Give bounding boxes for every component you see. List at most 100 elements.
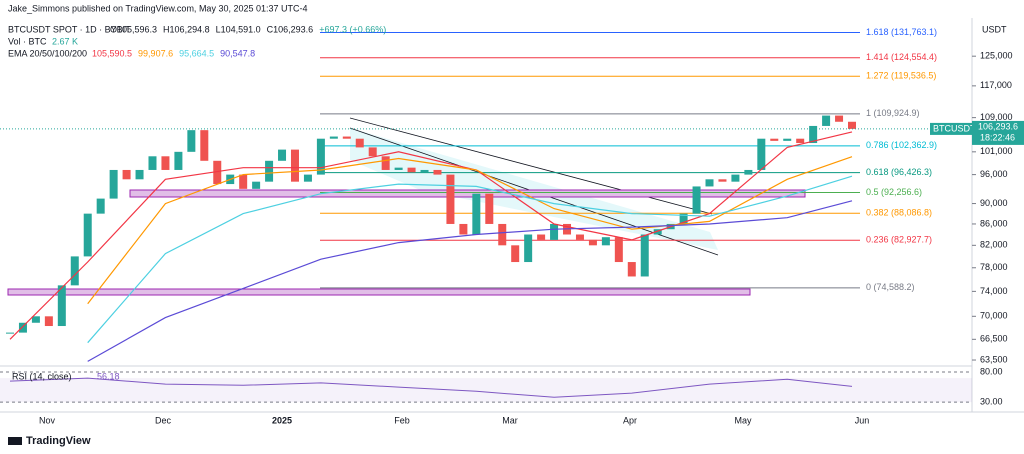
candle [148,156,157,170]
candle [822,115,831,126]
y-tick-label: 70,000 [980,311,1008,321]
ema-title: EMA 20/50/100/200 [8,48,87,58]
candle [705,179,714,187]
candle [537,234,546,240]
brand-logo [8,437,22,445]
candle [44,316,53,327]
y-tick-label: 125,000 [980,51,1013,61]
fib-label: 0.786 (102,362.9) [866,140,937,150]
candle [809,125,818,144]
rsi-band [0,378,972,403]
price-tag [972,120,1024,145]
candle [303,174,312,182]
candle [679,213,688,224]
candle [174,151,183,170]
published: Jake_Simmons published on TradingView.co… [8,3,308,13]
fib-label: 0.382 (88,086.8) [866,208,932,218]
candle [355,138,364,148]
fib-label: 0 (74,588.2) [866,282,915,292]
candle [394,167,403,170]
brand: TradingView [26,435,91,447]
candle [122,169,131,180]
fib-label: 1.618 (131,763.1) [866,27,937,37]
candle [614,237,623,263]
candle [770,138,779,141]
candle [783,138,792,141]
candle [161,156,170,170]
candle [744,169,753,175]
ema-legend: 99,907.6 [138,48,173,58]
y-tick-label: 109,000 [980,112,1013,122]
time-label: Dec [155,415,172,425]
time-label: May [734,415,752,425]
y-tick-label: 66,500 [980,334,1008,344]
y-tick-label: 82,000 [980,240,1008,250]
countdown: 18:22:46 [980,132,1015,142]
fib-label: 0.618 (96,426.3) [866,167,932,177]
time-label: Jun [855,415,870,425]
rsi-tick-label: 30.00 [980,397,1003,407]
candle [278,149,287,161]
support-zone [129,189,806,198]
candle [83,213,92,257]
candle [848,121,856,129]
candle [290,149,299,182]
candle [718,179,727,182]
candle [640,234,649,277]
ohlc-value: C106,293.6 [267,24,314,34]
candle [459,223,468,235]
trendline [349,117,713,215]
candle [265,160,274,182]
candle [420,169,429,173]
ema-line [9,131,853,340]
symbol-tag [930,122,972,135]
candle [316,138,325,175]
y-tick-label: 90,000 [980,198,1008,208]
y-tick-label: 63,500 [980,354,1008,364]
candle [731,174,740,182]
volume-value: 2.67 K [52,36,78,46]
fib-label: 1 (109,924.9) [866,108,920,118]
candle [96,198,105,214]
y-tick-label: 101,000 [980,146,1013,156]
channel-fill [350,128,718,250]
candle [796,138,805,144]
candle [368,147,377,157]
volume-title: Vol · BTC [8,36,47,46]
ohlc-value: L104,591.0 [216,24,261,34]
candle [653,229,662,235]
candle [381,156,390,170]
candle [433,169,442,175]
candle [213,160,222,185]
candle [485,193,494,224]
candle [446,174,455,224]
ema-line [87,175,853,344]
y-tick-label: 86,000 [980,218,1008,228]
candle [135,169,144,180]
candle [6,332,14,334]
y-tick-label: 78,000 [980,262,1008,272]
price-tag-text: 106,293.6 [978,121,1018,131]
candle [70,256,79,286]
candle [239,174,248,189]
candle [18,322,27,333]
candle [588,239,597,246]
candle [342,136,351,139]
candle [498,223,507,246]
y-tick-label: 117,000 [980,80,1012,90]
time-label: Apr [623,415,637,425]
candle [187,130,196,152]
ema-line [87,200,853,362]
time-label: Nov [39,415,56,425]
rsi-tick-label: 80.00 [980,366,1003,376]
candle [550,223,559,240]
candle [472,193,481,235]
candle [524,234,533,263]
ema-line [87,156,853,305]
candle [601,237,610,246]
fib-label: 0.236 (82,927.7) [866,235,932,245]
candle [757,138,766,170]
ohlc-value: O105,596.3 [110,24,157,34]
candle [511,245,520,263]
rsi-title: RSI (14, close) [12,371,72,381]
